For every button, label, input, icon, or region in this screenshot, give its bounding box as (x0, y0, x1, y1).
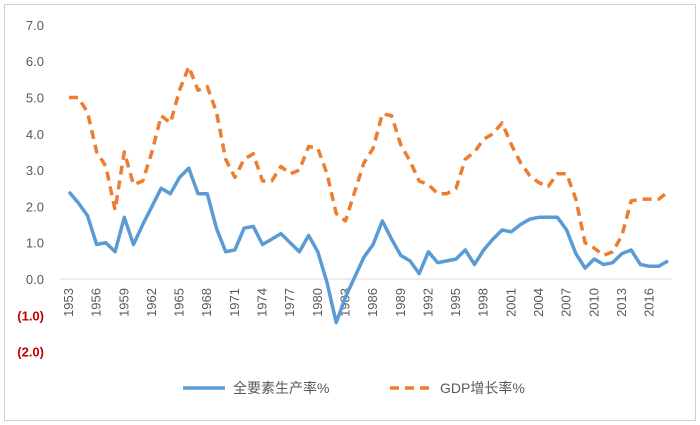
y-tick-label: (2.0) (17, 345, 44, 360)
x-tick-label: 1971 (227, 288, 242, 317)
legend-label: 全要素生产率% (233, 380, 329, 396)
y-tick-label: (1.0) (17, 308, 44, 323)
x-tick-label: 2001 (503, 288, 518, 317)
x-tick-label: 1965 (172, 288, 187, 317)
y-tick-label: 0.0 (26, 272, 44, 287)
x-tick-label: 1968 (199, 288, 214, 317)
y-tick-label: 4.0 (26, 127, 44, 142)
x-tick-label: 1959 (116, 288, 131, 317)
x-tick-label: 1995 (448, 288, 463, 317)
series-line-1 (69, 64, 670, 258)
y-tick-label: 3.0 (26, 163, 44, 178)
x-tick-label: 1992 (420, 288, 435, 317)
x-tick-label: 2004 (531, 288, 546, 317)
x-tick-label: 2010 (586, 288, 601, 317)
x-tick-label: 1986 (365, 288, 380, 317)
chart-frame (4, 4, 696, 421)
x-tick-label: 1989 (393, 288, 408, 317)
series-line-0 (67, 166, 669, 325)
y-tick-label: 7.0 (26, 18, 44, 33)
x-tick-label: 1974 (255, 288, 270, 317)
y-tick-label: 2.0 (26, 199, 44, 214)
x-tick-label: 1953 (61, 288, 76, 317)
x-tick-label: 2016 (642, 288, 657, 317)
y-tick-label: 5.0 (26, 91, 44, 106)
x-tick-label: 2013 (614, 288, 629, 317)
x-tick-label: 1962 (144, 288, 159, 317)
x-tick-label: 1998 (476, 288, 491, 317)
legend-label: GDP增长率% (440, 380, 525, 396)
x-tick-label: 1977 (282, 288, 297, 317)
x-tick-label: 1956 (89, 288, 104, 317)
y-tick-label: 1.0 (26, 236, 44, 251)
y-tick-label: 6.0 (26, 54, 44, 69)
x-tick-label: 2007 (559, 288, 574, 317)
x-tick-label: 1980 (310, 288, 325, 317)
